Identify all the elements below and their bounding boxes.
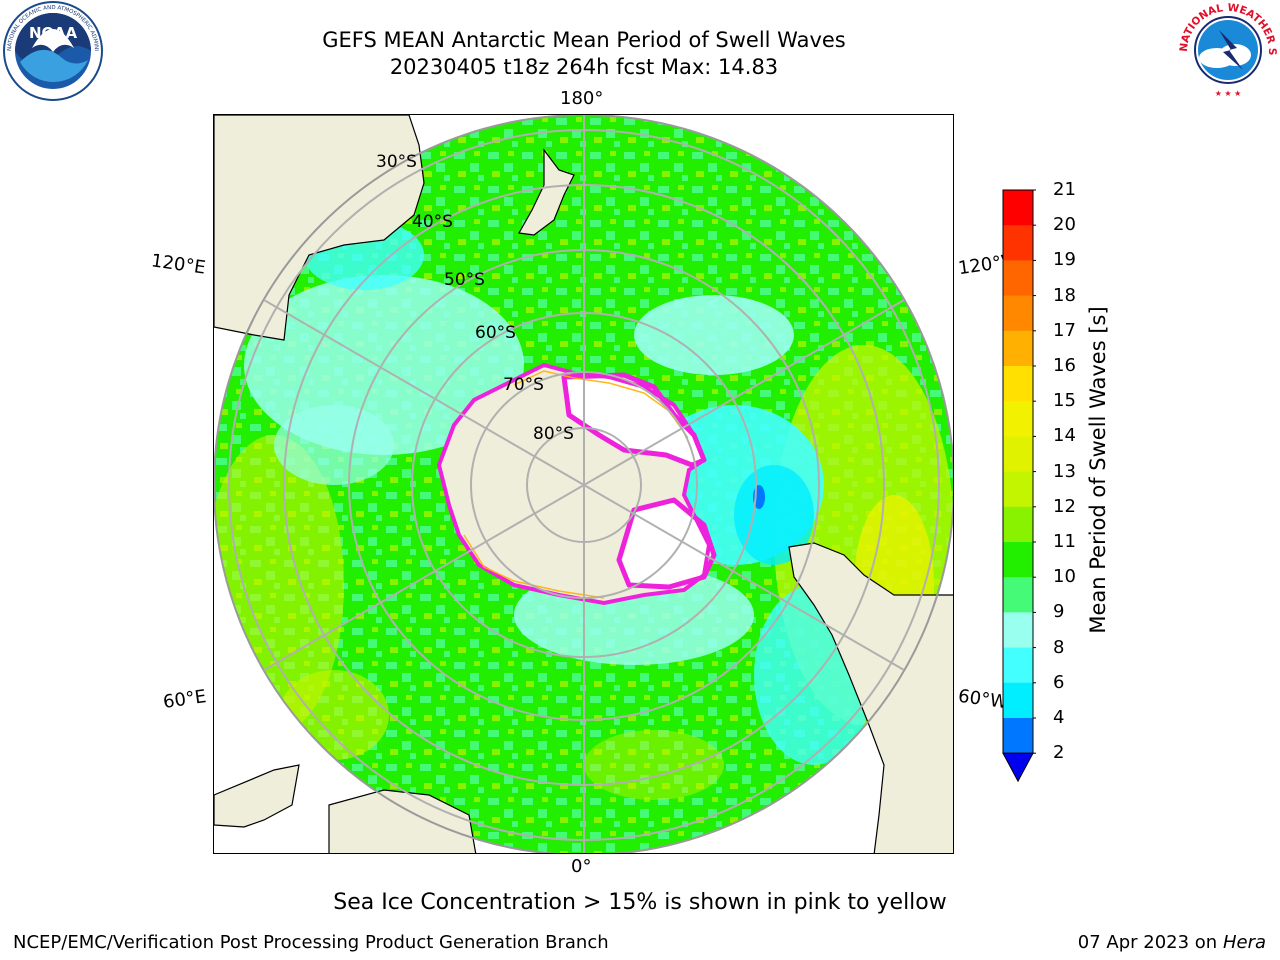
colorbar-tick-label: 19 bbox=[1053, 249, 1076, 271]
noaa-logo: NOAA NATIONAL OCEANIC AND ATMOSPHERIC AD… bbox=[2, 0, 103, 101]
map-subtitle: 20230405 t18z 264h fcst Max: 14.83 bbox=[389, 55, 779, 79]
colorbar-extend-triangle bbox=[1002, 752, 1034, 783]
colorbar-segment bbox=[1003, 295, 1033, 332]
lon-label-180: 180° bbox=[560, 88, 604, 109]
map-title: GEFS MEAN Antarctic Mean Period of Swell… bbox=[322, 28, 846, 52]
colorbar-segment bbox=[1003, 225, 1033, 261]
colorbar-segment bbox=[1003, 471, 1033, 508]
colorbar-segment bbox=[1003, 330, 1033, 367]
colorbar-segment bbox=[1003, 506, 1033, 543]
footer-date-text: 07 Apr 2023 on bbox=[1077, 932, 1223, 953]
footer-date: 07 Apr 2023 on Hera bbox=[1078, 932, 1266, 953]
colorbar-tick-label: 21 bbox=[1053, 179, 1076, 200]
lat-label-80s: 80°S bbox=[533, 424, 574, 444]
lat-label-60s: 60°S bbox=[475, 323, 516, 343]
colorbar-segment bbox=[1003, 718, 1033, 754]
colorbar-tick-label: 14 bbox=[1053, 425, 1076, 447]
colorbar bbox=[1002, 189, 1036, 783]
sea-ice bbox=[561, 372, 717, 590]
colorbar-tick-label: 12 bbox=[1053, 495, 1076, 517]
lat-label-70s: 70°S bbox=[503, 375, 544, 395]
lon-label-60e: 60°E bbox=[161, 686, 208, 713]
colorbar-segment bbox=[1003, 436, 1033, 473]
colorbar-tick-label: 16 bbox=[1053, 355, 1076, 376]
colorbar-segment bbox=[1003, 612, 1033, 649]
lat-label-50s: 50°S bbox=[444, 270, 485, 290]
sea-ice-note: Sea Ice Concentration > 15% is shown in … bbox=[333, 890, 947, 915]
lon-label-120e: 120°E bbox=[149, 250, 207, 279]
colorbar-tick-label: 18 bbox=[1053, 284, 1076, 306]
colorbar-segment bbox=[1003, 190, 1033, 226]
colorbar-tick-label: 8 bbox=[1053, 636, 1065, 658]
lat-label-30s: 30°S bbox=[376, 152, 417, 172]
colorbar-tick-label: 20 bbox=[1053, 214, 1076, 236]
colorbar-tick-label: 13 bbox=[1053, 460, 1076, 482]
svg-text:NOAA: NOAA bbox=[29, 24, 78, 42]
colorbar-tick-label: 11 bbox=[1053, 531, 1076, 552]
colorbar-tick-label: 9 bbox=[1053, 601, 1065, 623]
colorbar-tick-label: 17 bbox=[1053, 319, 1076, 341]
colorbar-segment bbox=[1003, 542, 1033, 578]
colorbar-segment bbox=[1003, 366, 1033, 402]
lon-label-0: 0° bbox=[571, 856, 592, 877]
footer-branch: NCEP/EMC/Verification Post Processing Pr… bbox=[13, 932, 609, 953]
colorbar-segment bbox=[1003, 260, 1033, 297]
colorbar-tick-label: 4 bbox=[1053, 707, 1065, 728]
graticule bbox=[214, 115, 953, 853]
colorbar-segment bbox=[1003, 682, 1033, 719]
colorbar-tick-label: 2 bbox=[1053, 742, 1065, 764]
polar-map bbox=[213, 114, 954, 854]
colorbar-segment bbox=[1003, 401, 1033, 437]
sea-ice-edge bbox=[436, 362, 712, 606]
nws-logo: NATIONAL WEATHER SERVICE ★ ★ ★ bbox=[1177, 0, 1278, 98]
lat-label-40s: 40°S bbox=[412, 212, 453, 232]
colorbar-tick-label: 10 bbox=[1053, 566, 1076, 588]
colorbar-segment bbox=[1003, 647, 1033, 684]
svg-text:★ ★ ★: ★ ★ ★ bbox=[1215, 89, 1242, 98]
colorbar-tick-label: 15 bbox=[1053, 390, 1076, 412]
colorbar-segment bbox=[1003, 577, 1033, 613]
footer-host: Hera bbox=[1222, 932, 1266, 953]
colorbar-label: Mean Period of Swell Waves [s] bbox=[1086, 306, 1110, 634]
colorbar-tick-label: 6 bbox=[1053, 671, 1065, 693]
